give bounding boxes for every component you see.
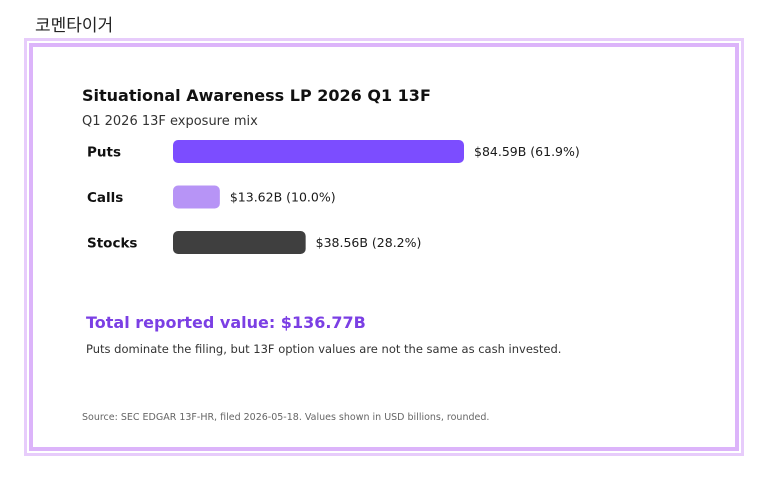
chart-title: Situational Awareness LP 2026 Q1 13F <box>82 86 431 105</box>
bar-label-stocks: Stocks <box>87 236 137 252</box>
bar-label-puts: Puts <box>87 145 121 161</box>
bar-value-label-stocks: $38.56B (28.2%) <box>316 235 422 250</box>
card-frame <box>29 43 739 451</box>
bar-label-calls: Calls <box>87 190 123 206</box>
bar-value-label-puts: $84.59B (61.9%) <box>474 144 580 159</box>
total-value: Total reported value: $136.77B <box>86 313 366 332</box>
chart-subtitle: Q1 2026 13F exposure mix <box>82 114 258 129</box>
bar-stocks <box>173 231 306 254</box>
bar-calls <box>173 185 220 209</box>
source-note: Source: SEC EDGAR 13F-HR, filed 2026-05-… <box>82 412 490 423</box>
summary-note: Puts dominate the filing, but 13F option… <box>86 342 562 356</box>
bar-value-label-calls: $13.62B (10.0%) <box>230 190 336 205</box>
bar-puts <box>173 140 464 163</box>
page-caption: 코멘타이거 <box>35 16 114 36</box>
